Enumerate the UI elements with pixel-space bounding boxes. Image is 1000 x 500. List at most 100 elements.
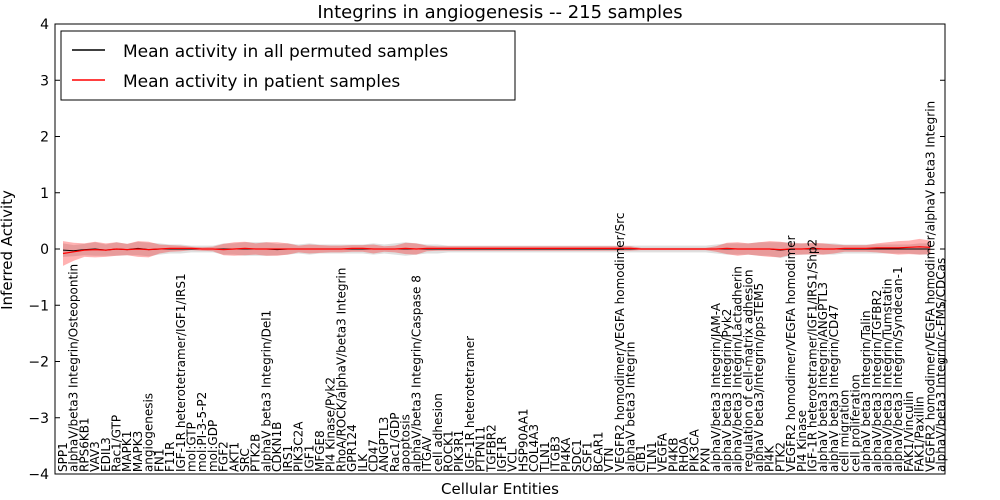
x-tick-label: alphaV beta3/Integrin/ppsTEM5 bbox=[752, 283, 766, 472]
x-tick-label: IGF-1R heterotetramer/IGF1/IRS1 bbox=[174, 273, 188, 472]
x-tick-label: ANGPTL3 bbox=[377, 417, 391, 472]
x-tick-label: PTK2 bbox=[773, 442, 787, 472]
band-permuted bbox=[63, 241, 931, 258]
x-tick-label: cell adhesion bbox=[431, 393, 445, 472]
x-tick-label: FAK1/Vinculin bbox=[902, 391, 916, 472]
x-tick-label: VEGFA bbox=[656, 432, 670, 472]
x-tick-label: alphaV beta3 Integrin/CD47 bbox=[827, 305, 841, 472]
y-tick-label: −3 bbox=[28, 411, 49, 427]
x-tick-label: alphaV beta3 Integrin/Pyk2 bbox=[720, 309, 734, 472]
x-tick-label: PIK3CA bbox=[688, 428, 702, 472]
x-tick-label: TGFBR2 bbox=[484, 424, 498, 473]
y-tick-label: −2 bbox=[28, 355, 49, 371]
x-tick-label: COL4A3 bbox=[527, 424, 541, 472]
x-tick-label: PI4KA bbox=[559, 437, 573, 472]
x-tick-label: PTPN11 bbox=[474, 426, 488, 472]
x-tick-label: PI4KB bbox=[666, 437, 680, 472]
x-tick-label: F11R bbox=[163, 442, 177, 473]
x-tick-label: PI4 Kinase bbox=[795, 410, 809, 472]
x-tick-label: FGF2 bbox=[217, 441, 231, 472]
x-tick-label: alphaV/beta3 Integrin/JAM-A bbox=[709, 302, 723, 472]
x-tick-label: PI4K bbox=[763, 445, 777, 472]
x-tick-label: ILK bbox=[356, 453, 370, 472]
x-tick-label: VAV3 bbox=[88, 441, 102, 472]
x-tick-label: mol:GDP bbox=[206, 420, 220, 472]
x-tick-label: alphaV beta3 Integrin bbox=[624, 341, 638, 472]
y-tick-label: −4 bbox=[28, 467, 49, 483]
x-tick-label: RhoA/ROCK/alphaV/beta3 Integrin bbox=[334, 268, 348, 472]
x-tick-label: mol:PI-3-5-P2 bbox=[195, 392, 209, 472]
x-tick-label: Rac1/GDP bbox=[388, 412, 402, 471]
x-tick-label: CIB1 bbox=[634, 444, 648, 472]
x-tick-label: ITGB3 bbox=[549, 436, 563, 472]
y-tick-label: 0 bbox=[40, 242, 49, 258]
x-tick-label: alphaV/beta3 Integrin/Lactadherin bbox=[731, 266, 745, 472]
x-tick-label: cell proliferation bbox=[848, 374, 862, 472]
legend-label-patient: Mean activity in patient samples bbox=[123, 72, 400, 92]
x-tick-label: cell migration bbox=[838, 390, 852, 472]
x-tick-label: EDIL3 bbox=[99, 437, 113, 472]
legend-box bbox=[60, 30, 516, 101]
x-tick-label: CSF1 bbox=[581, 441, 595, 472]
series-lines bbox=[62, 246, 931, 255]
x-tick-label: alphaV/beta3 Integrin/c-FMS/CDCas bbox=[934, 258, 948, 472]
x-tick-label: angiogenesis bbox=[142, 393, 156, 472]
x-tick-label: SDC1 bbox=[570, 439, 584, 472]
x-tick-label: AKT1 bbox=[227, 442, 241, 472]
x-tick-label: VEGFR2 homodimer/VEGFA homodimer bbox=[784, 235, 798, 472]
x-tick-label: FAK1/Paxillin bbox=[913, 396, 927, 472]
x-tick-label: IGF-1R heterotetramer bbox=[463, 336, 477, 472]
y-axis-ticks: 4 3 2 1 0 −1 −2 −3 −4 bbox=[28, 17, 945, 483]
legend-label-permuted: Mean activity in all permuted samples bbox=[123, 42, 448, 62]
confidence-bands bbox=[63, 238, 931, 266]
x-tick-label: PI4 Kinase/Pyk2 bbox=[324, 377, 338, 472]
x-tick-label: RHOA bbox=[677, 436, 691, 472]
x-tick-label: CD47 bbox=[367, 439, 381, 472]
x-tick-label: ITGAV bbox=[420, 435, 434, 472]
x-tick-label: FN1 bbox=[152, 449, 166, 473]
y-tick-label: −1 bbox=[28, 298, 49, 314]
x-tick-label: VEGFR2 homodimer/VEGFA homodimer/alphaV … bbox=[923, 101, 937, 472]
legend: Mean activity in all permuted samples Me… bbox=[60, 30, 516, 101]
x-tick-label: alphaV beta3 Integrin/Del1 bbox=[259, 310, 273, 472]
band-patient bbox=[63, 238, 931, 266]
y-tick-label: 2 bbox=[40, 130, 49, 146]
x-tick-label: ROCK1 bbox=[442, 430, 456, 472]
x-tick-label: Rac1/GTP bbox=[110, 415, 124, 472]
x-tick-label: regulation of cell-matrix adhesion bbox=[741, 269, 755, 472]
x-tick-label: PIK3R1 bbox=[452, 430, 466, 472]
x-tick-label: PXN bbox=[698, 448, 712, 472]
x-tick-label: CDKN1B bbox=[270, 422, 284, 472]
x-tick-label: RPS6KB1 bbox=[77, 417, 91, 472]
x-tick-label: MFGE8 bbox=[313, 430, 327, 472]
x-tick-label: alphaV/beta3 Integrin/Tumstatin bbox=[881, 278, 895, 472]
x-tick-label: VTN bbox=[602, 448, 616, 473]
x-tick-label: apoptosis bbox=[399, 414, 413, 472]
x-tick-label: TLN1 bbox=[645, 441, 659, 473]
x-tick-label: TLN1 bbox=[538, 441, 552, 473]
x-tick-label: alphaV beta3 Integrin/Talin bbox=[859, 310, 873, 472]
x-tick-label: IGF-1R heterotetramer/IGF1/IRS1/Shp2 bbox=[806, 239, 820, 472]
x-tick-label: alphaV beta3 Integrin/ANGPTL3 bbox=[816, 282, 830, 472]
x-tick-label: alphaV/beta3 Integrin/Caspase 8 bbox=[409, 275, 423, 472]
x-tick-label: BCAR1 bbox=[591, 431, 605, 472]
x-axis-label: Cellular Entities bbox=[441, 480, 559, 498]
x-tick-label: PIK3C2A bbox=[292, 421, 306, 472]
x-tick-label: SPP1 bbox=[56, 442, 70, 472]
y-tick-label: 1 bbox=[40, 186, 49, 202]
y-tick-label: 3 bbox=[40, 73, 49, 89]
y-axis-label: Inferred Activity bbox=[0, 190, 16, 310]
x-tick-label: SRC bbox=[238, 448, 252, 472]
x-tick-label: mol:GTP bbox=[185, 422, 199, 472]
x-tick-label: VCL bbox=[506, 448, 520, 472]
x-tick-label: alphaV/beta3 Integrin/Syndecan-1 bbox=[891, 266, 905, 472]
x-tick-label: MAPK1 bbox=[120, 431, 134, 472]
x-tick-label: IGF1R bbox=[495, 436, 509, 472]
x-tick-label: MAPK3 bbox=[131, 431, 145, 472]
x-tick-label: alphaV/beta3 Integrin/Osteopontin bbox=[67, 264, 81, 472]
x-tick-label: HSP90AA1 bbox=[516, 408, 530, 472]
x-tick-label: alphaV/beta3 Integrin/TGFBR2 bbox=[870, 290, 884, 473]
x-tick-label: GPR124 bbox=[345, 424, 359, 472]
